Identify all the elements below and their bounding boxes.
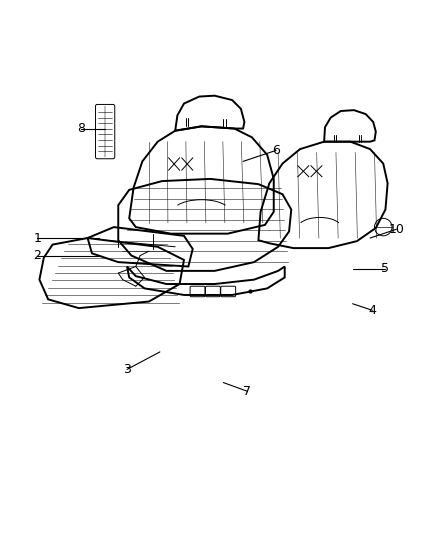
Text: 3: 3: [123, 363, 131, 376]
Text: 7: 7: [244, 385, 251, 398]
Text: 10: 10: [389, 223, 404, 236]
Text: 4: 4: [368, 304, 376, 317]
Text: 8: 8: [77, 122, 85, 135]
Text: 5: 5: [381, 262, 389, 275]
Text: 1: 1: [33, 231, 41, 245]
Text: 2: 2: [33, 249, 41, 262]
Text: 6: 6: [272, 144, 280, 157]
